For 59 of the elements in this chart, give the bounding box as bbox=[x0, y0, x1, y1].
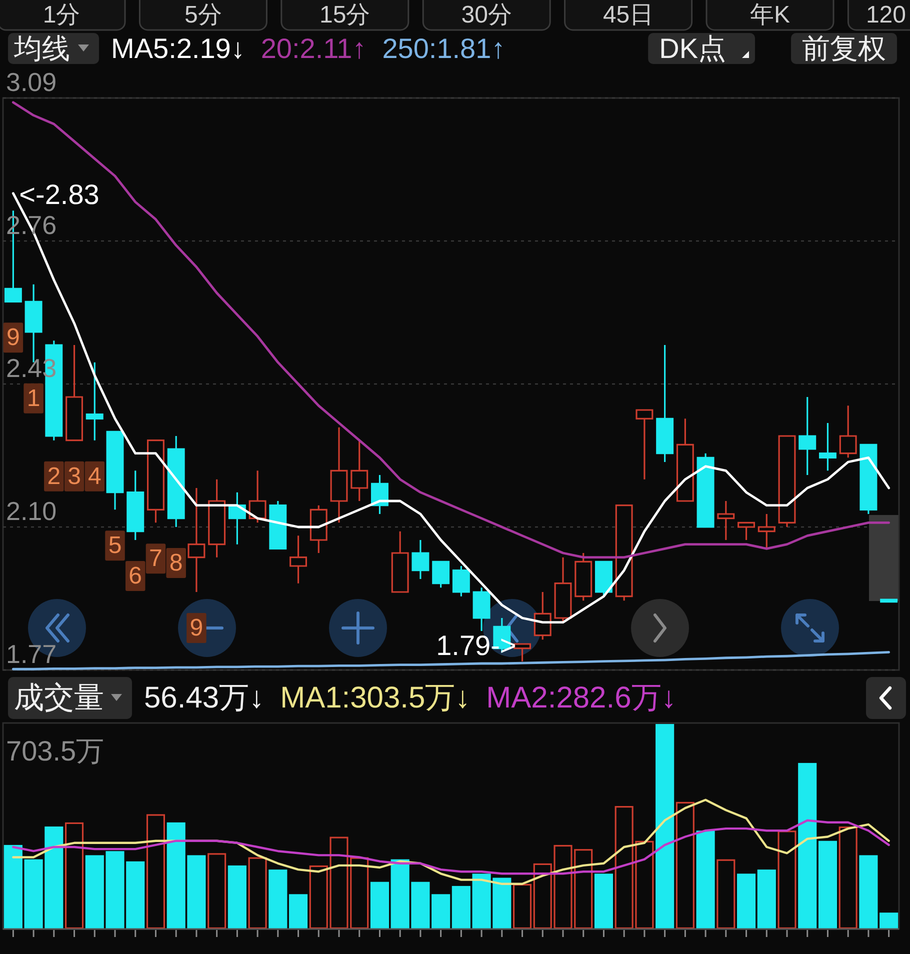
legend-title: 均线 bbox=[13, 33, 70, 64]
bar bbox=[452, 886, 470, 929]
bar bbox=[859, 855, 878, 929]
bar bbox=[4, 844, 22, 929]
bar bbox=[880, 912, 898, 929]
bar bbox=[716, 859, 736, 929]
bar bbox=[656, 724, 674, 929]
legend: MA5:2.19↓ 20:2.11↑ 250:1.81↑ bbox=[111, 33, 506, 64]
count-label: 4 bbox=[84, 461, 105, 492]
annotation: 9 bbox=[6, 324, 20, 352]
bar bbox=[594, 874, 614, 929]
bar bbox=[736, 874, 756, 929]
bar bbox=[676, 802, 694, 929]
text: 15分 bbox=[320, 2, 370, 28]
text: 1分 bbox=[42, 2, 80, 28]
bar bbox=[838, 826, 858, 929]
count-label: 9 bbox=[3, 322, 24, 353]
bar bbox=[757, 870, 776, 929]
annotation: <-2.83 bbox=[19, 179, 100, 210]
text: DK点 bbox=[659, 33, 726, 64]
bar bbox=[64, 822, 84, 929]
bar bbox=[432, 894, 450, 929]
bar bbox=[778, 830, 796, 929]
chart-title: 成交量 bbox=[14, 682, 104, 714]
bar bbox=[512, 884, 532, 929]
bar bbox=[228, 865, 246, 929]
text: 30分 bbox=[461, 2, 512, 28]
annotation: 3 bbox=[68, 462, 81, 490]
text: 年K bbox=[750, 2, 790, 28]
text: 5分 bbox=[184, 2, 222, 28]
count-label: 5 bbox=[105, 530, 125, 561]
count-label: 9 bbox=[186, 613, 206, 643]
annotation: 703.5万 bbox=[6, 736, 104, 766]
text: 45日 bbox=[602, 2, 654, 28]
annotation: 6 bbox=[128, 562, 142, 590]
y-tick-label: 2.10 bbox=[6, 496, 57, 526]
bar bbox=[696, 830, 715, 929]
text: 120 bbox=[866, 2, 906, 28]
bar bbox=[370, 882, 390, 929]
y-tick-label: 3.09 bbox=[6, 67, 57, 97]
bar bbox=[268, 870, 288, 929]
count-label: 2 bbox=[44, 461, 64, 492]
legend: MA1:303.5万↓ MA2:282.6万↓ bbox=[280, 682, 676, 714]
bar bbox=[208, 853, 226, 929]
count-label: 1 bbox=[24, 383, 44, 414]
chart-subtitle: 56.43万↓ bbox=[144, 682, 264, 714]
annotation: 4 bbox=[88, 462, 102, 490]
count-label: 6 bbox=[125, 561, 146, 591]
annotation: 7 bbox=[149, 545, 162, 572]
y-tick-label: 1.77 bbox=[6, 639, 57, 669]
bar bbox=[248, 857, 267, 929]
text: 前复权 bbox=[802, 33, 886, 64]
bar bbox=[818, 840, 838, 929]
bar bbox=[288, 894, 308, 929]
bar bbox=[798, 762, 817, 929]
bar bbox=[146, 814, 166, 929]
count-label: 8 bbox=[166, 548, 186, 578]
count-label: 7 bbox=[146, 544, 166, 574]
count-label: 3 bbox=[64, 461, 84, 492]
